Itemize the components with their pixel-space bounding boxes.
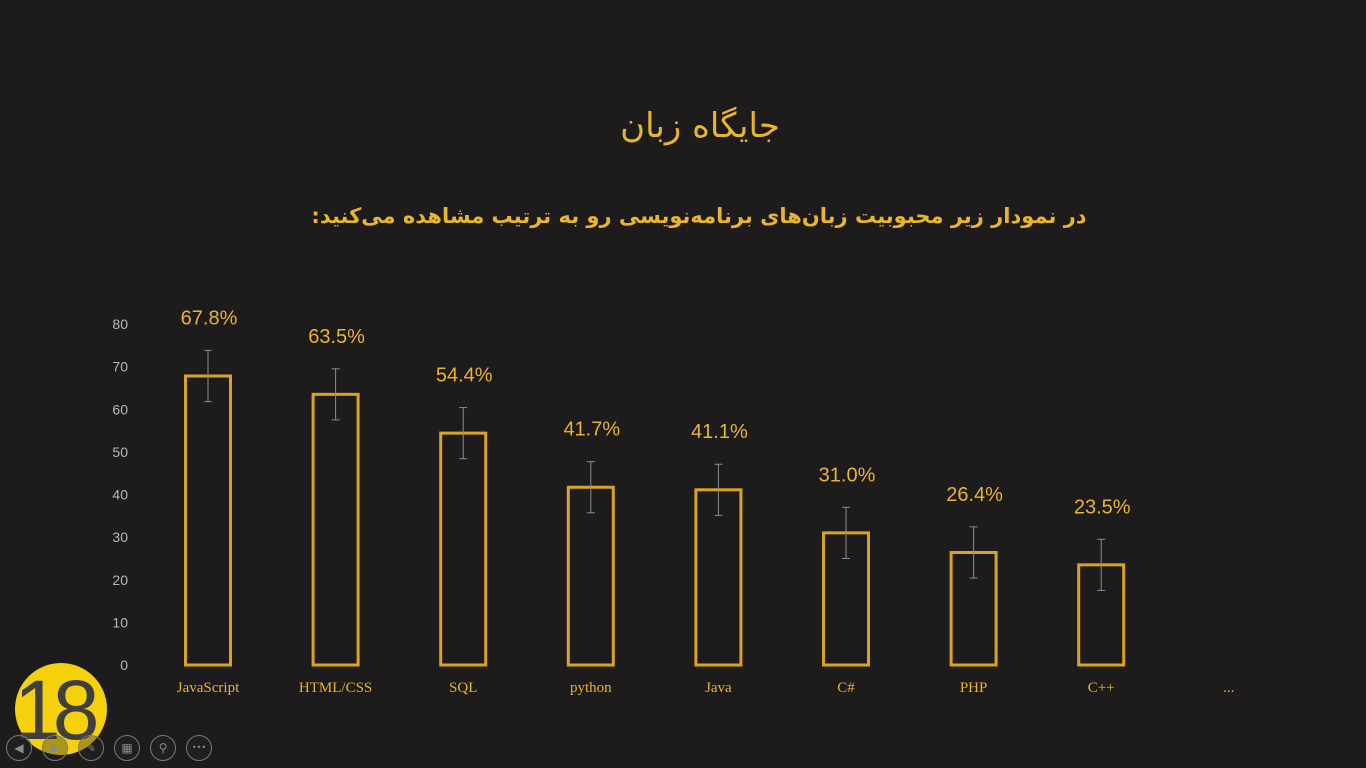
bar xyxy=(184,374,232,667)
magnifier-icon: ⚲ xyxy=(158,741,168,755)
y-tick-label: 0 xyxy=(120,657,128,673)
x-tick-label: SQL xyxy=(449,680,477,696)
data-label: 67.8% xyxy=(181,307,238,329)
data-label: 41.1% xyxy=(691,421,748,443)
y-tick-label: 20 xyxy=(112,572,128,588)
bar xyxy=(694,488,743,667)
next-slide-button[interactable]: ▶ xyxy=(42,735,68,761)
x-tick-label: HTML/CSS xyxy=(299,680,372,696)
x-tick-label: PHP xyxy=(960,680,988,696)
data-label: 31.0% xyxy=(819,464,876,486)
prev-icon: ◀ xyxy=(14,741,24,755)
data-label: 54.4% xyxy=(436,365,493,387)
y-tick-label: 60 xyxy=(112,401,128,417)
previous-slide-button[interactable]: ◀ xyxy=(6,735,32,761)
data-label: 26.4% xyxy=(946,484,1003,506)
slide-title: جایگاه زبان xyxy=(620,106,780,146)
y-tick-label: 80 xyxy=(112,316,128,332)
pen-tool-button[interactable]: ✎ xyxy=(78,735,104,761)
pen-icon: ✎ xyxy=(85,741,97,755)
x-tick-label: JavaScript xyxy=(177,680,240,696)
bar xyxy=(566,485,615,667)
more-options-button[interactable]: ••• xyxy=(186,735,212,761)
ellipsis-icon: ••• xyxy=(191,743,207,752)
y-tick-label: 40 xyxy=(112,487,128,503)
y-tick-label: 70 xyxy=(112,359,128,375)
x-tick-label: C++ xyxy=(1088,680,1115,696)
presentation-toolbar: ◀ ▶ ✎ ▦ ⚲ ••• xyxy=(6,735,212,763)
bar xyxy=(311,392,360,667)
next-icon: ▶ xyxy=(50,741,60,755)
bar xyxy=(439,431,488,667)
data-label: 63.5% xyxy=(308,326,365,348)
y-tick-label: 30 xyxy=(112,529,128,545)
x-tick-label: python xyxy=(570,680,612,696)
x-tick-label: Java xyxy=(705,680,732,696)
y-tick-label: 10 xyxy=(112,614,128,630)
x-tick-label: C# xyxy=(837,680,855,696)
zoom-button[interactable]: ⚲ xyxy=(150,735,176,761)
see-all-slides-button[interactable]: ▦ xyxy=(114,735,140,761)
y-tick-label: 50 xyxy=(112,444,128,460)
grid-icon: ▦ xyxy=(121,741,133,755)
slide-subtitle: در نمودار زیر محبوبیت زبان‌های برنامه‌نو… xyxy=(311,204,1087,228)
data-label: 41.7% xyxy=(563,419,620,441)
x-tick-label: ... xyxy=(1223,680,1234,696)
data-label: 23.5% xyxy=(1074,496,1131,518)
